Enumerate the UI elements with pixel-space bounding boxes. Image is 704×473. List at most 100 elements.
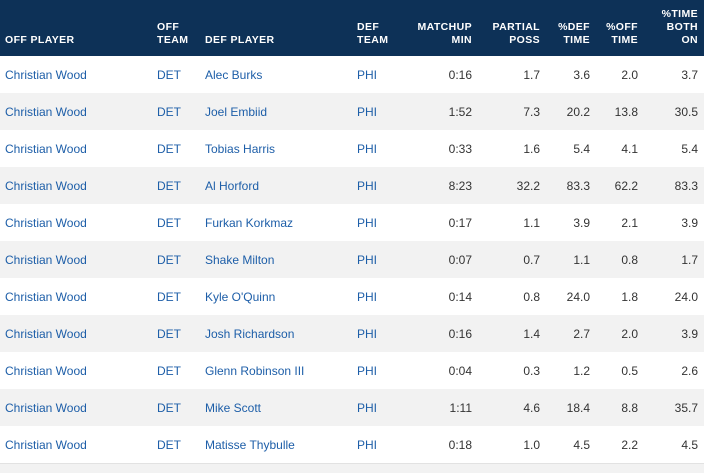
table-row: Christian Wood DET Furkan Korkmaz PHI 0:17 1.… [0,204,704,241]
cell-off-team[interactable]: DET [157,363,181,378]
table-row: Christian Wood DET Matisse Thybulle PHI 0:18… [0,426,704,463]
cell-def-player[interactable]: Mike Scott [205,400,262,415]
cell-def-team[interactable]: PHI [357,178,378,193]
table-row: Christian Wood DET Tobias Harris PHI 0:33 1.6… [0,130,704,167]
cell-partial-poss: 1.7 [523,67,540,82]
cell-off-player[interactable]: Christian Wood [5,252,87,267]
cell-pct-time-both-on: 2.6 [681,363,698,378]
cell-matchup-min: 0:17 [448,215,472,230]
cell-off-team[interactable]: DET [157,252,181,267]
cell-pct-time-both-on: 3.7 [681,67,698,82]
cell-def-player[interactable]: Matisse Thybulle [205,437,295,452]
table-row: Christian Wood DET Mike Scott PHI 1:11 4.6 18.… [0,389,704,426]
cell-pct-def-time: 20.2 [566,104,590,119]
cell-pct-time-both-on: 3.9 [681,326,698,341]
cell-off-player[interactable]: Christian Wood [5,326,87,341]
cell-def-team[interactable]: PHI [357,437,378,452]
cell-def-team[interactable]: PHI [357,67,378,82]
cell-pct-time-both-on: 4.5 [681,437,698,452]
cell-def-player[interactable]: Furkan Korkmaz [205,215,294,230]
cell-def-player[interactable]: Joel Embiid [205,104,268,119]
cell-off-team[interactable]: DET [157,400,181,415]
cell-off-player[interactable]: Christian Wood [5,289,87,304]
cell-pct-def-time: 4.5 [573,437,590,452]
col-header-off-team[interactable]: OFF TEAM [157,21,189,46]
cell-off-team[interactable]: DET [157,289,181,304]
cell-pct-time-both-on: 5.4 [681,141,698,156]
cell-off-player[interactable]: Christian Wood [5,363,87,378]
cell-def-team[interactable]: PHI [357,400,378,415]
cell-def-team[interactable]: PHI [357,289,378,304]
table-row: Christian Wood DET Kyle O'Quinn PHI 0:14 0.8 2… [0,278,704,315]
cell-def-player[interactable]: Tobias Harris [205,141,276,156]
cell-partial-poss: 1.0 [523,437,540,452]
cell-def-player[interactable]: Kyle O'Quinn [205,289,276,304]
cell-off-team[interactable]: DET [157,104,181,119]
cell-partial-poss: 1.6 [523,141,540,156]
col-header-pct-def-time[interactable]: %DEF TIME [558,21,590,46]
cell-matchup-min: 0:33 [448,141,472,156]
cell-off-team[interactable]: DET [157,326,181,341]
cell-def-team[interactable]: PHI [357,141,378,156]
cell-off-team[interactable]: DET [157,437,181,452]
cell-pct-off-time: 4.1 [621,141,638,156]
cell-def-team[interactable]: PHI [357,326,378,341]
cell-pct-off-time: 62.2 [614,178,638,193]
matchups-table: OFF PLAYER OFF TEAM DEF PLAYER DEF TEAM … [0,0,704,463]
cell-off-team[interactable]: DET [157,178,181,193]
cell-def-team[interactable]: PHI [357,215,378,230]
cell-matchup-min: 0:07 [448,252,472,267]
col-header-matchup-min[interactable]: MATCHUP MIN [417,21,472,46]
cell-def-team[interactable]: PHI [357,104,378,119]
cell-partial-poss: 4.6 [523,400,540,415]
col-header-partial-poss[interactable]: PARTIAL POSS [492,21,540,46]
cell-def-player[interactable]: Alec Burks [205,67,263,82]
cell-def-team[interactable]: PHI [357,363,378,378]
col-header-def-team[interactable]: DEF TEAM [357,21,389,46]
cell-pct-time-both-on: 30.5 [674,104,698,119]
cell-partial-poss: 0.7 [523,252,540,267]
cell-matchup-min: 0:14 [448,289,472,304]
cell-pct-off-time: 2.0 [621,67,638,82]
cell-matchup-min: 1:52 [448,104,472,119]
table-row: Christian Wood DET Glenn Robinson III PHI 0:… [0,352,704,389]
cell-def-player[interactable]: Josh Richardson [205,326,295,341]
cell-off-player[interactable]: Christian Wood [5,67,87,82]
cell-pct-off-time: 0.5 [621,363,638,378]
cell-def-team[interactable]: PHI [357,252,378,267]
cell-def-player[interactable]: Shake Milton [205,252,275,267]
table-row: Christian Wood DET Alec Burks PHI 0:16 1.7 3.6… [0,56,704,93]
cell-matchup-min: 0:16 [448,67,472,82]
cell-pct-off-time: 2.0 [621,326,638,341]
col-header-pct-time-both-on[interactable]: %TIME BOTH ON [661,8,698,46]
col-header-off-player[interactable]: OFF PLAYER [5,34,75,46]
cell-off-team[interactable]: DET [157,215,181,230]
cell-pct-off-time: 2.2 [621,437,638,452]
table-row: Christian Wood DET Josh Richardson PHI 0:16 1… [0,315,704,352]
cell-off-team[interactable]: DET [157,67,181,82]
table-row: Christian Wood DET Al Horford PHI 8:23 32.2 83… [0,167,704,204]
cell-matchup-min: 0:16 [448,326,472,341]
cell-pct-off-time: 1.8 [621,289,638,304]
cell-off-player[interactable]: Christian Wood [5,437,87,452]
cell-off-player[interactable]: Christian Wood [5,400,87,415]
cell-off-player[interactable]: Christian Wood [5,178,87,193]
table-bottom-scrollbar[interactable] [0,463,704,473]
cell-pct-def-time: 3.6 [573,67,590,82]
cell-off-player[interactable]: Christian Wood [5,104,87,119]
cell-off-player[interactable]: Christian Wood [5,215,87,230]
cell-def-player[interactable]: Glenn Robinson III [205,363,305,378]
cell-off-team[interactable]: DET [157,141,181,156]
cell-pct-def-time: 1.2 [573,363,590,378]
cell-def-player[interactable]: Al Horford [205,178,260,193]
cell-matchup-min: 8:23 [448,178,472,193]
col-header-def-player[interactable]: DEF PLAYER [205,34,275,46]
cell-matchup-min: 0:04 [448,363,472,378]
table-row: Christian Wood DET Joel Embiid PHI 1:52 7.3 20… [0,93,704,130]
cell-partial-poss: 1.1 [523,215,540,230]
cell-pct-off-time: 2.1 [621,215,638,230]
cell-off-player[interactable]: Christian Wood [5,141,87,156]
cell-partial-poss: 32.2 [516,178,540,193]
col-header-pct-off-time[interactable]: %OFF TIME [606,21,638,46]
table-row: Christian Wood DET Shake Milton PHI 0:07 0.7 1… [0,241,704,278]
